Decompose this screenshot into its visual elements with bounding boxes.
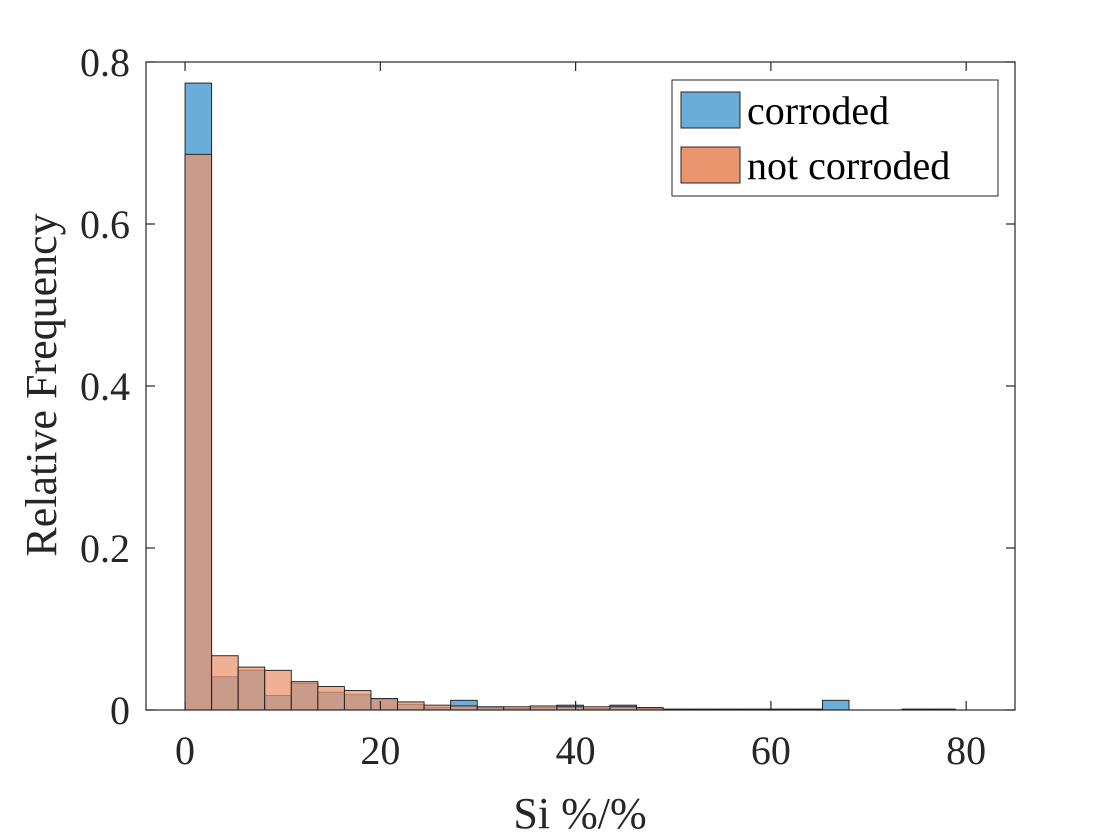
bar-not-corroded-13 (529, 705, 558, 711)
y-tick-label-0.2: 0.2 (80, 526, 130, 571)
bars-layer (184, 82, 956, 711)
y-axis-label: Relative Frequency (17, 213, 66, 556)
bar-not-corroded-6 (343, 690, 372, 711)
bar-not-corroded-3 (264, 669, 292, 711)
bar-not-corroded-0 (184, 153, 213, 711)
bar-not-corroded-1 (211, 655, 239, 711)
legend-label-not-corroded: not corroded (747, 143, 950, 188)
bar-not-corroded-2 (237, 666, 266, 711)
legend-swatch-corroded (680, 91, 741, 129)
y-tick-label-0: 0 (110, 688, 130, 733)
x-tick-label-40: 40 (556, 728, 596, 773)
legend-swatch-not-corroded (680, 146, 741, 184)
legend: corroded not corroded (671, 79, 999, 197)
y-tick-label-0.4: 0.4 (80, 364, 130, 409)
x-axis-label: Si %/% (513, 789, 646, 838)
bar-not-corroded-9 (423, 704, 452, 711)
bar-not-corroded-10 (450, 705, 478, 711)
bar-not-corroded-7 (370, 698, 398, 711)
x-tick-label-60: 60 (751, 728, 791, 773)
bar-not-corroded-5 (317, 686, 345, 711)
x-tick-label-20: 20 (360, 728, 400, 773)
x-tick-label-0: 0 (175, 728, 195, 773)
bar-not-corroded-4 (290, 681, 319, 711)
bar-corroded-24 (822, 699, 850, 711)
y-tick-label-0.8: 0.8 (80, 40, 130, 85)
ticks-layer (146, 61, 1015, 711)
y-tick-label-0.6: 0.6 (80, 202, 130, 247)
tick-labels-layer: 0 20 40 60 80 0 0.2 0.4 0.6 0.8 (80, 40, 986, 773)
bar-not-corroded-8 (397, 701, 425, 711)
x-tick-label-80: 80 (946, 728, 986, 773)
legend-label-corroded: corroded (747, 88, 889, 133)
